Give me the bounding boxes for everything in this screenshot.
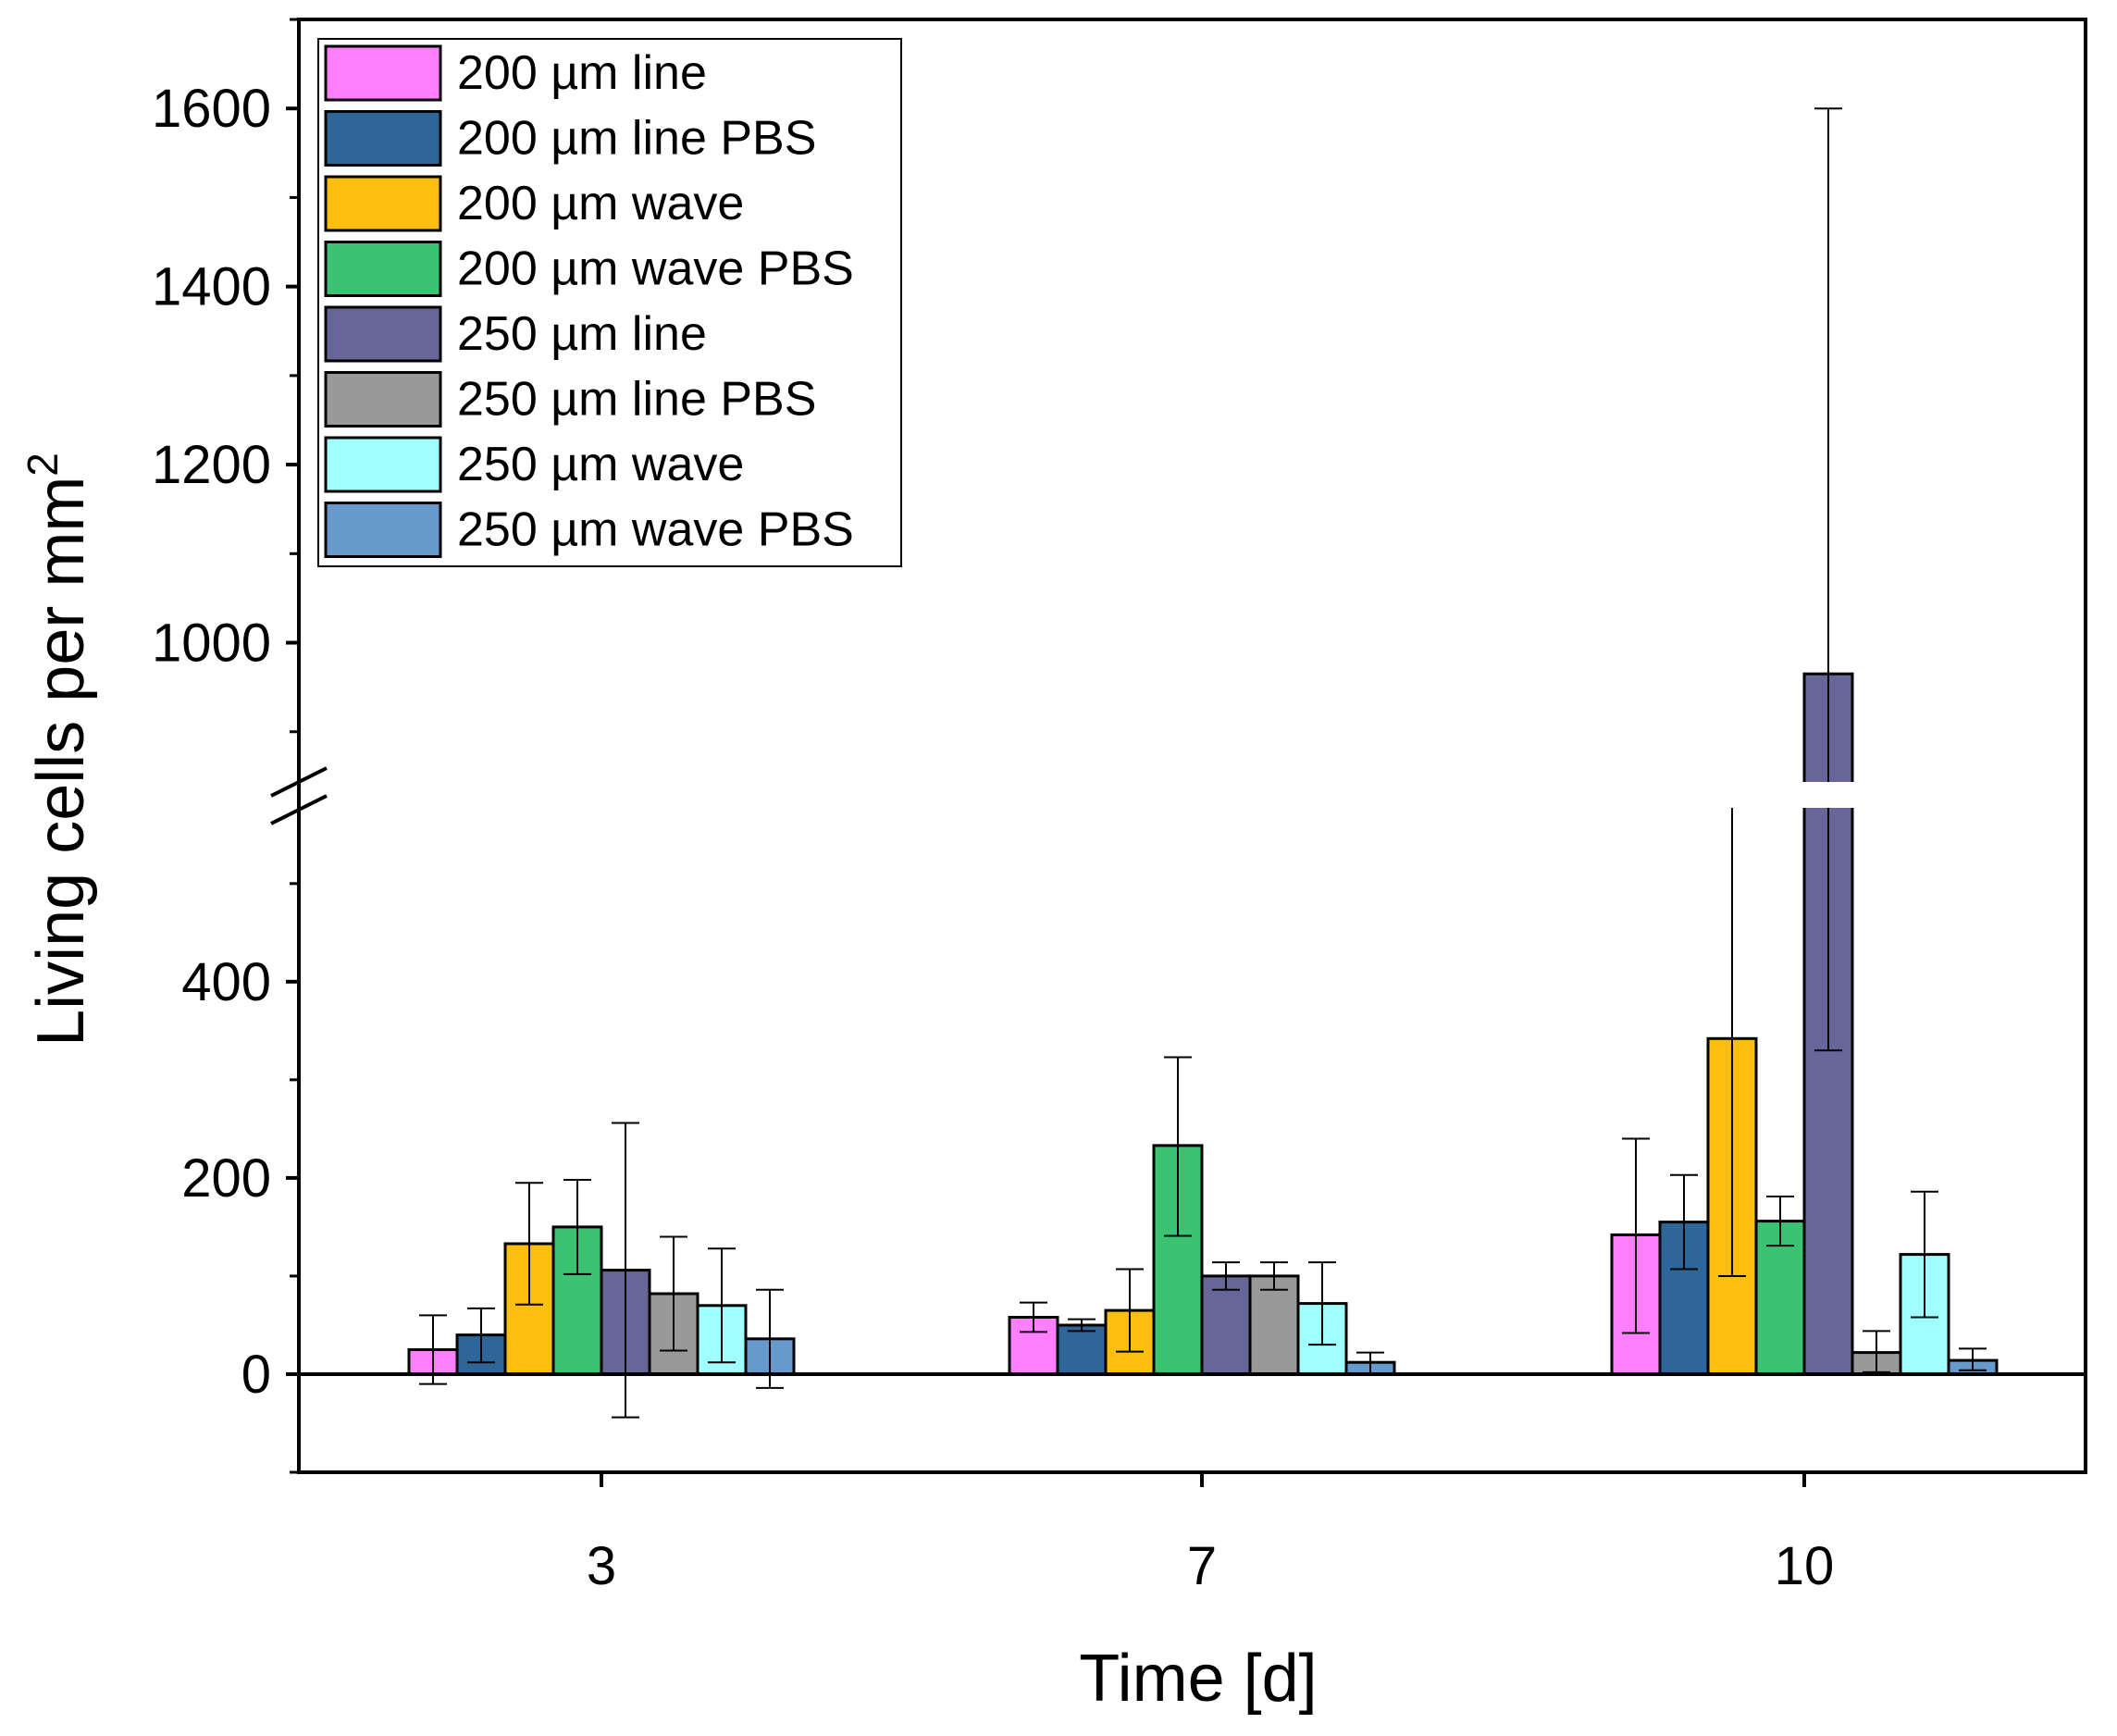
axis-break-gap — [302, 782, 2083, 808]
legend: 200 µm line 200 µm line PBS 200 µm wave 200… — [317, 38, 902, 567]
error-bar — [563, 1179, 591, 1275]
error-bar — [1308, 1261, 1336, 1346]
error-bar — [660, 1235, 687, 1352]
error-bar — [1212, 1261, 1240, 1291]
legend-label: 250 µm wave — [457, 438, 744, 491]
y-tick-label: 1600 — [152, 79, 271, 139]
legend-swatch — [324, 502, 442, 558]
legend-swatch — [324, 175, 442, 232]
y-axis: 0 200 400 1000 1200 1400 1600 — [152, 18, 299, 1474]
legend-item: 200 µm line PBS — [324, 110, 816, 167]
y-tick-label: 1400 — [152, 257, 271, 317]
legend-label: 200 µm wave — [457, 177, 744, 230]
legend-swatch — [324, 110, 442, 167]
legend-swatch — [324, 436, 442, 493]
legend-item: 200 µm wave — [324, 175, 744, 232]
error-bar — [1068, 1318, 1096, 1333]
error-bar — [1164, 1056, 1192, 1237]
x-axis-title: Time [d] — [1079, 1642, 1317, 1716]
legend-item: 200 µm wave PBS — [324, 241, 854, 297]
y-tick-label: 1200 — [152, 435, 271, 495]
legend-item: 250 µm wave — [324, 436, 744, 493]
legend-item: 250 µm line PBS — [324, 371, 816, 428]
plot-border — [297, 18, 2087, 1474]
error-bar — [1814, 107, 1842, 1052]
legend-swatch — [324, 371, 442, 428]
legend-label: 250 µm wave PBS — [457, 503, 854, 557]
legend-swatch — [324, 305, 442, 363]
y-axis-title-main: Living cells per mm — [24, 477, 98, 1047]
x-tick-label: 3 — [587, 1536, 616, 1596]
error-bar — [1670, 1173, 1698, 1271]
error-bar — [1260, 1261, 1288, 1291]
error-bar — [1020, 1301, 1047, 1333]
error-bar — [515, 1182, 543, 1306]
error-bar — [1911, 1190, 1938, 1319]
legend-swatch — [324, 44, 442, 102]
bar — [1056, 1323, 1108, 1376]
error-bar — [1116, 1268, 1144, 1353]
legend-label: 200 µm line — [457, 46, 707, 100]
y-tick-label: 200 — [181, 1148, 271, 1209]
y-tick-label: 1000 — [152, 614, 271, 674]
legend-item: 250 µm line — [324, 305, 707, 363]
error-bar — [612, 1122, 639, 1419]
x-axis: 3 7 10 — [587, 1472, 1834, 1596]
error-bar — [756, 1288, 784, 1389]
legend-label: 200 µm line PBS — [457, 112, 816, 166]
legend-label: 200 µm wave PBS — [457, 242, 854, 296]
bar — [1248, 1274, 1300, 1376]
y-tick-label: 0 — [241, 1345, 271, 1405]
y-axis-title: Living cells per mm2 — [19, 453, 98, 1047]
error-bar — [708, 1247, 736, 1364]
error-bar — [1622, 1137, 1650, 1334]
legend-label: 250 µm line PBS — [457, 373, 816, 427]
legend-item: 250 µm wave PBS — [324, 502, 854, 558]
error-bar — [1766, 1196, 1794, 1247]
x-tick-label: 10 — [1775, 1536, 1835, 1596]
legend-swatch — [324, 241, 442, 297]
legend-label: 250 µm line — [457, 307, 707, 361]
error-bar — [467, 1307, 495, 1364]
error-bar — [1959, 1347, 1987, 1371]
legend-item: 200 µm line — [324, 44, 707, 102]
x-tick-label: 7 — [1187, 1536, 1217, 1596]
bar — [1200, 1274, 1252, 1376]
bar — [1754, 1220, 1806, 1376]
y-axis-title-superscript: 2 — [19, 453, 67, 477]
y-tick-label: 400 — [181, 952, 271, 1012]
axis-break — [270, 766, 2083, 825]
error-bar — [1863, 1330, 1890, 1373]
